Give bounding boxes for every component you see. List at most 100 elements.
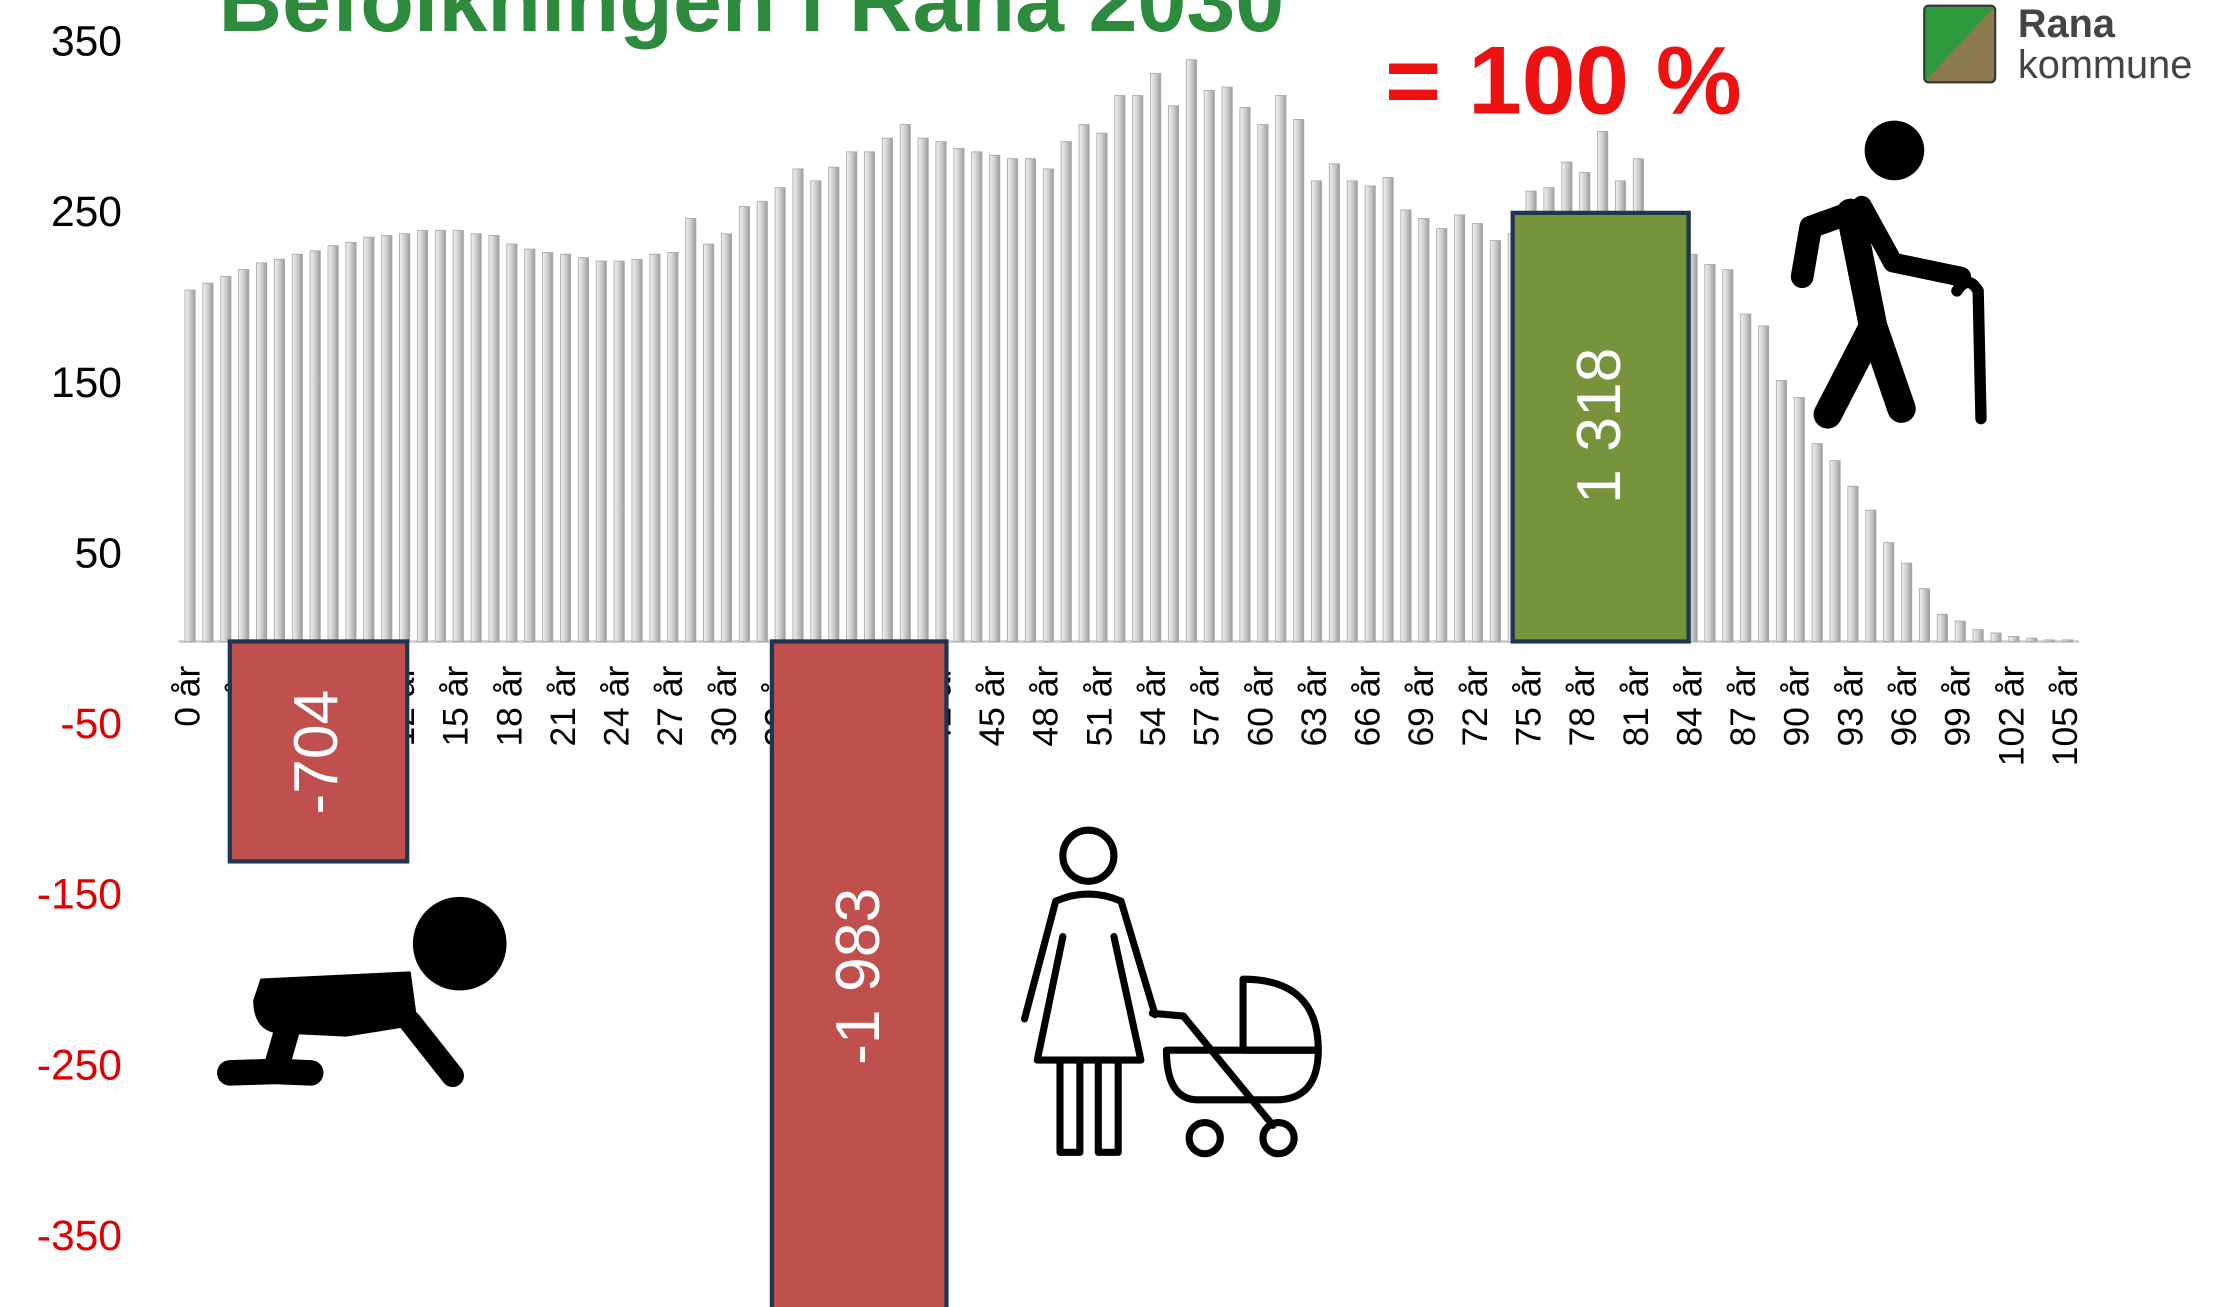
x-tick-label: 105 år xyxy=(2045,666,2085,767)
bar xyxy=(899,124,911,642)
bar xyxy=(345,241,357,642)
bar xyxy=(1203,90,1215,642)
bar xyxy=(488,235,500,642)
bar xyxy=(363,236,375,642)
y-tick-label: -250 xyxy=(37,1041,122,1089)
x-tick-label: 75 år xyxy=(1509,666,1549,747)
x-tick-label: 90 år xyxy=(1777,666,1817,747)
bar xyxy=(399,233,411,642)
logo-sub: kommune xyxy=(2018,43,2192,87)
bar xyxy=(1132,95,1144,642)
bar xyxy=(416,229,429,642)
bar xyxy=(1150,72,1162,642)
bar xyxy=(1829,460,1841,642)
bar xyxy=(738,206,750,642)
bar xyxy=(524,248,536,642)
bar xyxy=(470,233,482,642)
bar xyxy=(1364,185,1376,642)
bar xyxy=(1060,141,1072,642)
bar xyxy=(1007,158,1019,642)
bar xyxy=(1257,124,1269,642)
x-tick-label: 24 år xyxy=(597,666,637,747)
bar xyxy=(1275,95,1287,642)
icon-baby xyxy=(217,896,507,1088)
x-tick-label: 60 år xyxy=(1240,666,1280,747)
y-tick-label: 350 xyxy=(51,18,122,66)
x-tick-label: 96 år xyxy=(1884,666,1924,747)
bar xyxy=(220,275,232,642)
bar xyxy=(1918,588,1931,642)
bar xyxy=(613,260,625,642)
bar xyxy=(309,250,321,642)
box-label: -1 983 xyxy=(823,888,893,1065)
bar xyxy=(381,235,393,642)
bar xyxy=(881,137,893,642)
x-tick-label: 48 år xyxy=(1026,666,1066,747)
y-tick-label: -50 xyxy=(60,700,122,748)
bar xyxy=(1471,223,1484,642)
bar xyxy=(1328,163,1340,642)
bar xyxy=(989,154,1001,642)
bar xyxy=(327,245,339,642)
x-tick-label: 30 år xyxy=(704,666,744,747)
bar xyxy=(1167,105,1180,642)
bar xyxy=(238,269,250,642)
x-tick-label: 18 år xyxy=(489,666,529,747)
x-tick-label: 87 år xyxy=(1723,666,1763,747)
bar xyxy=(1042,168,1054,642)
x-tick-label: 102 år xyxy=(1991,666,2031,767)
bar xyxy=(917,137,929,642)
icon-parent xyxy=(1020,826,1322,1158)
bar xyxy=(434,229,446,642)
x-tick-label: 93 år xyxy=(1830,666,1870,747)
bar xyxy=(2026,637,2038,642)
box-adults xyxy=(769,639,949,1307)
bar xyxy=(685,217,697,642)
bar xyxy=(560,253,572,642)
bar xyxy=(649,253,661,642)
bar xyxy=(720,233,733,642)
bar xyxy=(1114,95,1126,642)
x-tick-label: 72 år xyxy=(1455,666,1495,747)
bar xyxy=(506,243,518,642)
bar xyxy=(1382,177,1394,642)
x-tick-label: 0 år xyxy=(167,665,207,726)
bar xyxy=(935,141,947,642)
bar xyxy=(971,151,983,642)
x-tick-label: 21 år xyxy=(543,666,583,747)
bar xyxy=(846,151,858,642)
bar xyxy=(1936,613,1948,642)
y-tick-label: 250 xyxy=(51,188,122,236)
bar xyxy=(202,282,214,642)
logo-name: Rana xyxy=(2018,2,2116,46)
bar xyxy=(2062,639,2074,642)
bar xyxy=(1722,269,1734,642)
bar xyxy=(1489,240,1501,642)
chart-title: Befolkningen i Rana 2030 xyxy=(218,0,1284,50)
x-tick-label: 81 år xyxy=(1616,666,1656,747)
bar xyxy=(273,258,286,642)
bar xyxy=(1704,264,1716,642)
bar xyxy=(1185,59,1197,642)
bar xyxy=(1972,629,1984,642)
bar xyxy=(703,243,715,642)
x-tick-label: 78 år xyxy=(1562,666,1602,747)
bar xyxy=(452,229,464,642)
callout: = 100 % xyxy=(1385,28,1742,135)
bar xyxy=(1901,562,1913,642)
y-tick-label: 150 xyxy=(51,359,122,407)
y-tick-label: 50 xyxy=(75,529,122,577)
bar xyxy=(256,262,268,642)
x-tick-label: 51 år xyxy=(1079,666,1119,747)
x-tick-label: 69 år xyxy=(1401,666,1441,747)
bar xyxy=(1239,107,1251,642)
x-tick-label: 63 år xyxy=(1294,666,1334,747)
bar xyxy=(184,289,196,642)
bar xyxy=(1775,380,1788,642)
bar xyxy=(631,258,643,642)
bar xyxy=(1740,313,1752,642)
bar xyxy=(291,253,303,642)
x-tick-label: 15 år xyxy=(436,666,476,747)
